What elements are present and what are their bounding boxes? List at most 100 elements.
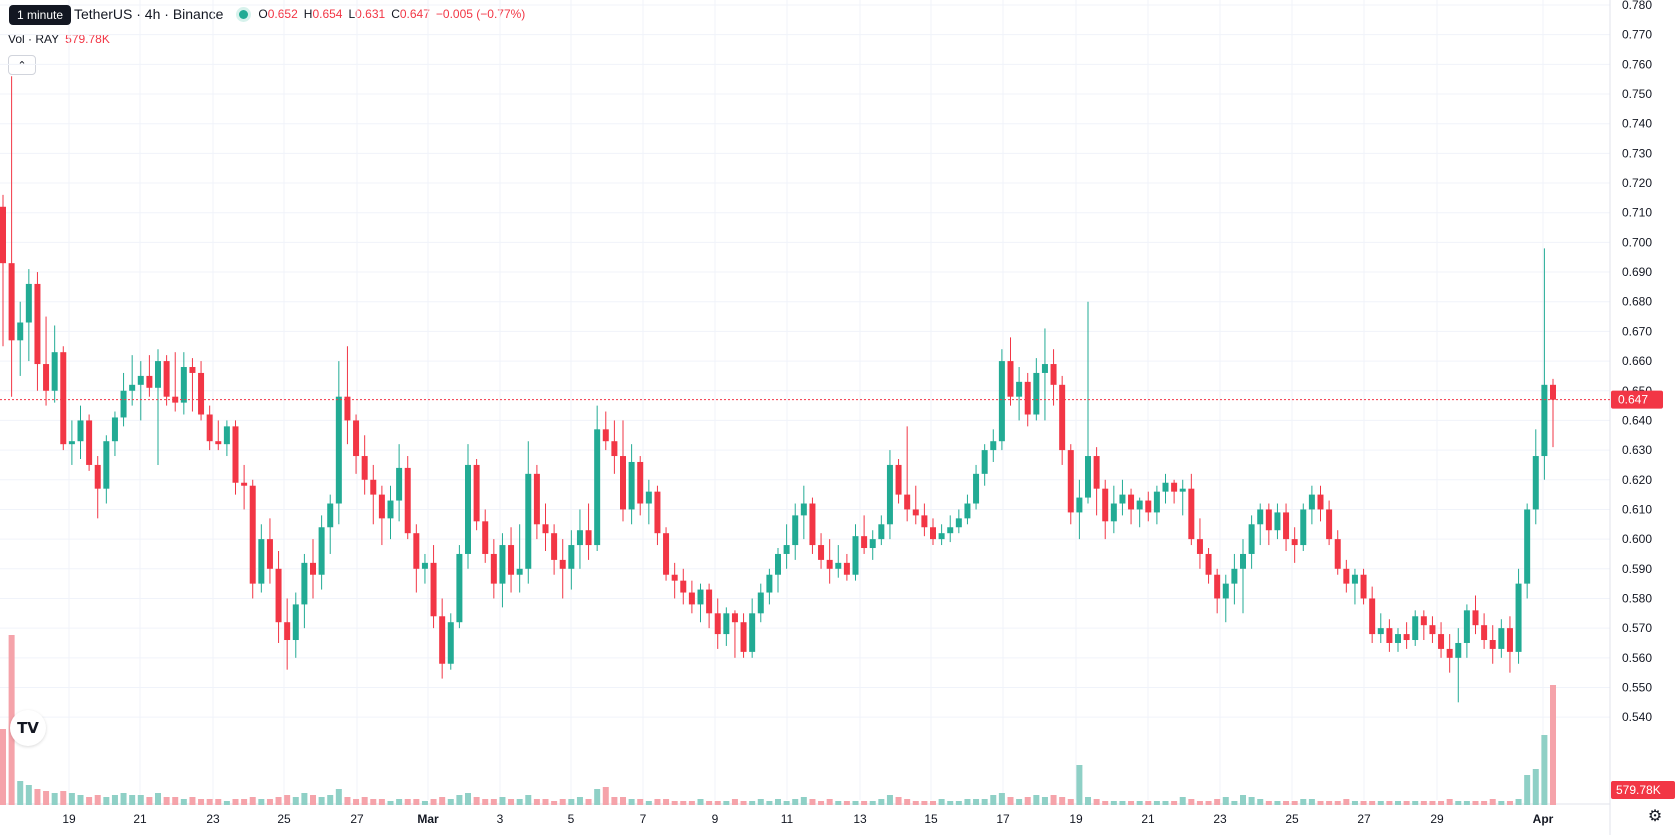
tradingview-logo-icon[interactable]: TV [10, 710, 46, 746]
candle-body [542, 524, 549, 534]
volume-bar [1128, 801, 1135, 805]
x-tick-label: 5 [568, 812, 575, 826]
volume-bar [43, 791, 50, 805]
y-tick-label: 0.560 [1622, 651, 1652, 665]
candle-body [766, 574, 773, 593]
volume-bar [792, 799, 799, 805]
volume-bar [292, 797, 299, 805]
volume-bar [1085, 797, 1091, 805]
volume-bar [215, 799, 222, 805]
candle-body [861, 536, 868, 549]
candle-body [645, 491, 652, 504]
volume-bar [1343, 799, 1350, 805]
volume-bar [129, 795, 136, 805]
volume-bar [680, 801, 687, 805]
candle-body [344, 396, 351, 421]
chevron-up-icon: ⌃ [17, 59, 27, 72]
volume-bar [1067, 799, 1074, 805]
volume-bar [327, 795, 334, 805]
last-volume-badge [1611, 781, 1675, 799]
volume-bar [714, 801, 721, 805]
volume-bar [930, 801, 936, 805]
y-tick-label: 0.710 [1622, 206, 1652, 220]
volume-bar [749, 801, 756, 805]
volume-bar [1145, 801, 1152, 805]
candle-body [189, 367, 196, 373]
volume-bar [723, 801, 730, 805]
volume-legend: Vol · RAY 579.78K [8, 32, 110, 46]
candle-body [594, 429, 601, 546]
collapse-legend-button[interactable]: ⌃ [8, 55, 36, 75]
volume-bar [1162, 801, 1169, 805]
symbol-title[interactable]: TetherUS · 4h · Binance [74, 6, 224, 22]
candle-body [1196, 539, 1203, 554]
candle-body [757, 592, 764, 614]
candle-body [232, 426, 239, 483]
candle-body [688, 592, 695, 605]
candle-body [869, 539, 876, 549]
volume-bar [921, 801, 928, 805]
volume-bar [1007, 797, 1014, 805]
candle-body [396, 467, 403, 501]
change-value: −0.005 (−0.77%) [435, 7, 526, 21]
y-tick-label: 0.550 [1622, 680, 1652, 694]
volume-bar [1377, 801, 1384, 805]
volume-bar [266, 799, 273, 805]
candle-body [886, 464, 893, 525]
volume-bar [275, 797, 282, 805]
x-tick-label: 21 [1141, 812, 1155, 826]
candle-body [223, 426, 230, 445]
volume-bar [895, 797, 902, 805]
candle-body [327, 503, 334, 528]
candle-body [1222, 583, 1229, 599]
volume-bar [387, 801, 394, 805]
volume-bar [1351, 801, 1358, 805]
volume-bar [594, 789, 601, 805]
candle-body [1498, 628, 1505, 649]
low-value: 0.631 [355, 7, 386, 21]
candle-body [1188, 488, 1195, 540]
y-tick-label: 0.700 [1622, 235, 1652, 249]
candle-body [792, 515, 799, 546]
candle-body [1110, 503, 1117, 522]
x-tick-label: Mar [417, 812, 439, 826]
x-tick-label: 29 [1430, 812, 1444, 826]
candle-body [998, 361, 1005, 442]
candle-body [921, 515, 928, 528]
y-tick-label: 0.690 [1622, 265, 1652, 279]
volume-bar [1446, 799, 1453, 805]
volume-bar [353, 799, 360, 805]
candle-body [1119, 494, 1126, 504]
candle-body [1085, 456, 1091, 498]
candle-body [120, 390, 127, 418]
volume-bar [843, 801, 850, 805]
candle-body [611, 441, 618, 457]
volume-bar [1041, 797, 1048, 805]
candle-body [628, 461, 635, 510]
volume-bar [912, 801, 919, 805]
high-label: H [303, 7, 313, 21]
candle-body [964, 503, 971, 519]
gear-icon[interactable]: ⚙ [1647, 808, 1663, 825]
volume-bar [1231, 801, 1238, 805]
x-tick-label: 17 [996, 812, 1010, 826]
x-tick-label: 23 [206, 812, 220, 826]
candle-body [180, 367, 187, 403]
candle-body [680, 580, 687, 593]
candle-body [1136, 500, 1143, 510]
candle-body [34, 283, 41, 365]
candle-body [1420, 616, 1427, 626]
volume-bar [430, 799, 437, 805]
candle-body [1153, 491, 1160, 513]
volume-bar [146, 797, 153, 805]
y-tick-label: 0.610 [1622, 502, 1652, 516]
volume-bar [465, 793, 471, 805]
candle-body [284, 622, 291, 641]
candle-body [1240, 553, 1246, 569]
volume-label[interactable]: Vol · RAY [8, 32, 60, 46]
candle-body [533, 473, 540, 525]
candle-body [775, 553, 781, 575]
volume-bar [361, 797, 368, 805]
candle-body [1326, 509, 1333, 540]
